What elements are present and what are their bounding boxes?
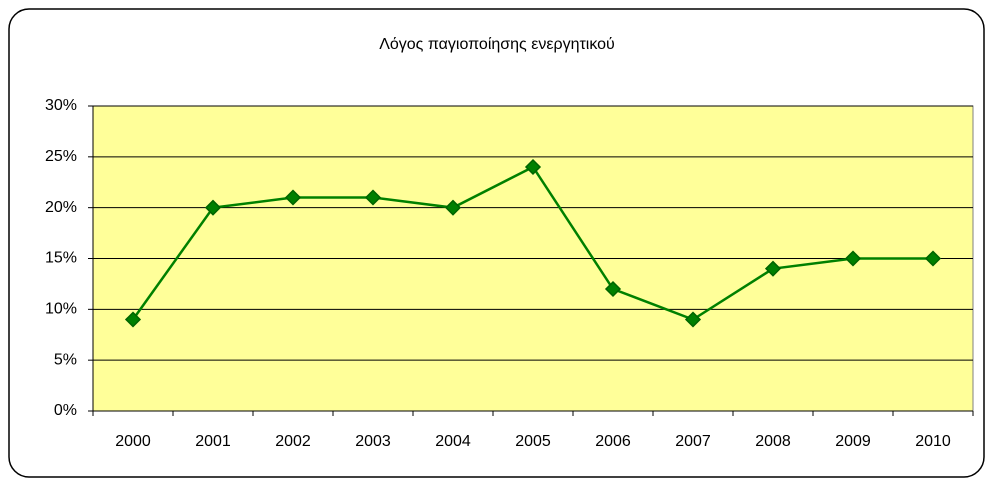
x-tick-label: 2003 xyxy=(355,433,391,450)
x-tick-label: 2007 xyxy=(675,433,711,450)
chart-title: Λόγος παγιοποίησης ενεργητικού xyxy=(379,36,615,53)
y-tick-label: 25% xyxy=(45,148,77,165)
x-tick-label: 2010 xyxy=(915,433,951,450)
data-point xyxy=(364,189,382,206)
y-tick-label: 30% xyxy=(45,97,77,114)
x-tick-label: 2002 xyxy=(275,433,311,450)
data-point xyxy=(524,158,542,176)
data-point xyxy=(924,250,942,267)
y-tick-label: 20% xyxy=(45,199,77,216)
y-tick-label: 0% xyxy=(54,402,77,419)
data-point xyxy=(764,260,782,277)
x-tick-label: 2005 xyxy=(515,433,551,450)
x-tick-label: 2004 xyxy=(435,433,471,450)
x-tick-label: 2000 xyxy=(115,433,151,450)
y-tick-label: 5% xyxy=(54,351,77,368)
data-point xyxy=(844,250,862,267)
x-tick-label: 2006 xyxy=(595,433,631,450)
data-point xyxy=(684,311,702,328)
data-point xyxy=(444,199,462,216)
y-tick-label: 10% xyxy=(45,301,77,318)
x-tick-label: 2009 xyxy=(835,433,871,450)
x-tick-label: 2001 xyxy=(195,433,231,450)
data-point xyxy=(124,311,142,328)
y-tick-label: 15% xyxy=(45,250,77,267)
x-tick-label: 2008 xyxy=(755,433,791,450)
data-point xyxy=(204,199,222,216)
data-point xyxy=(604,280,622,298)
data-point xyxy=(284,189,302,206)
